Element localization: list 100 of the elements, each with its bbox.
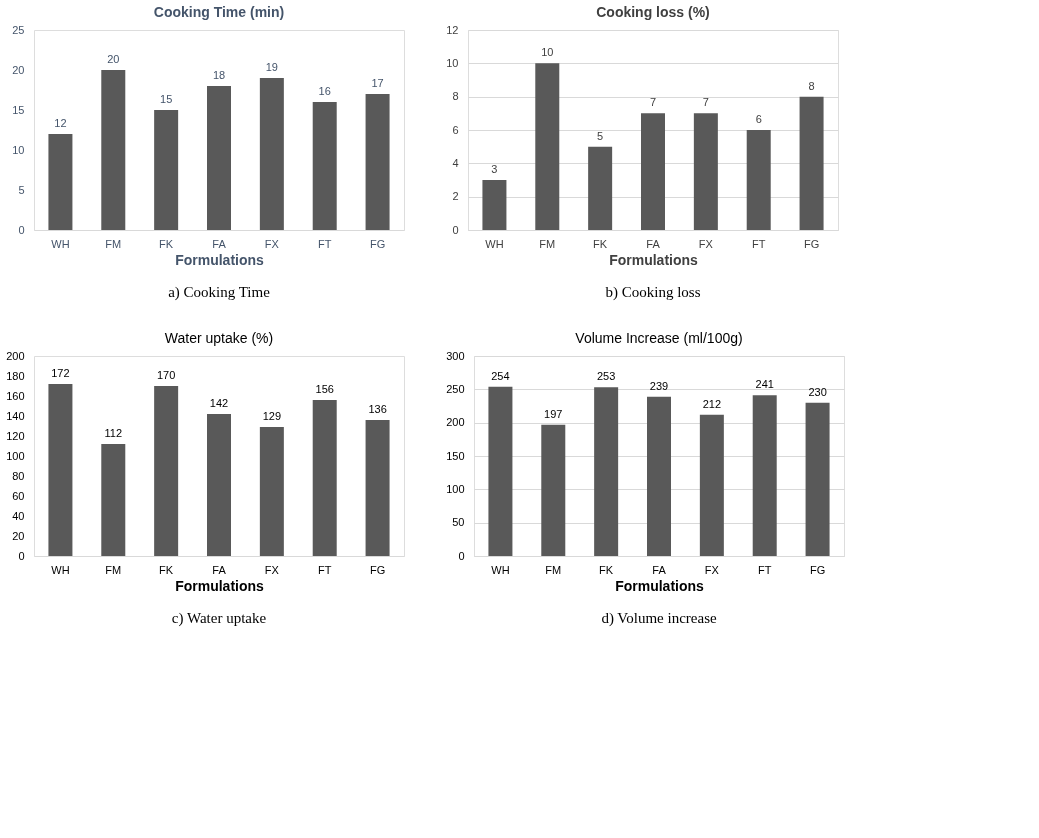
y-tick-label: 100 bbox=[446, 482, 465, 495]
bar bbox=[541, 424, 566, 556]
y-tick-label: 15 bbox=[12, 103, 25, 116]
y-tick-label: 0 bbox=[452, 223, 459, 236]
y-tick-label: 300 bbox=[446, 349, 465, 362]
x-tick-label: FA bbox=[212, 563, 227, 576]
y-tick-label: 6 bbox=[452, 123, 459, 136]
data-label: 253 bbox=[596, 370, 616, 383]
data-label: 17 bbox=[371, 77, 384, 89]
data-label: 20 bbox=[107, 53, 120, 65]
data-label: 212 bbox=[702, 397, 722, 410]
bar bbox=[207, 414, 231, 556]
bar bbox=[752, 395, 777, 556]
x-tick-label: FK bbox=[159, 237, 174, 250]
bar bbox=[154, 386, 179, 556]
y-tick-label: 12 bbox=[446, 23, 459, 36]
text: d) Volume increase bbox=[601, 610, 717, 627]
bar bbox=[101, 70, 126, 230]
y-tick-label: 80 bbox=[12, 469, 25, 482]
data-label: 254 bbox=[491, 369, 510, 382]
data-label: 156 bbox=[315, 383, 334, 395]
x-tick-label: FT bbox=[317, 563, 332, 576]
data-label: 129 bbox=[262, 410, 282, 422]
data-label: 7 bbox=[702, 96, 709, 109]
data-label: 170 bbox=[156, 369, 176, 381]
x-tick-label: FX bbox=[698, 237, 714, 250]
y-tick-label: 0 bbox=[458, 549, 465, 562]
x-tick-label: FM bbox=[105, 563, 122, 576]
x-axis-title: Formulations bbox=[175, 577, 265, 594]
y-tick-label: 160 bbox=[6, 389, 25, 402]
data-label: 230 bbox=[808, 385, 827, 398]
bar bbox=[48, 384, 73, 556]
x-tick-label: FT bbox=[317, 237, 332, 250]
bar bbox=[259, 427, 284, 556]
data-label: 239 bbox=[649, 379, 669, 392]
bar bbox=[693, 113, 718, 230]
bar bbox=[799, 96, 824, 230]
y-tick-label: 50 bbox=[452, 516, 465, 529]
y-tick-label: 140 bbox=[6, 409, 25, 422]
bar bbox=[365, 420, 390, 556]
data-label: 19 bbox=[265, 61, 278, 73]
bar bbox=[699, 414, 724, 556]
y-tick-label: 0 bbox=[18, 549, 25, 562]
y-tick-label: 100 bbox=[6, 449, 25, 462]
data-label: 12 bbox=[54, 117, 67, 129]
x-tick-label: FG bbox=[809, 563, 826, 576]
x-axis-title: Formulations bbox=[615, 577, 705, 594]
y-tick-label: 10 bbox=[12, 143, 25, 156]
chart-title: Cooking Time (min) bbox=[153, 4, 285, 20]
data-label: 5 bbox=[597, 129, 604, 142]
y-tick-label: 5 bbox=[18, 183, 25, 196]
bar bbox=[207, 86, 231, 230]
y-tick-label: 10 bbox=[446, 56, 459, 69]
x-tick-label: FX bbox=[704, 563, 720, 576]
x-tick-label: FA bbox=[652, 563, 667, 576]
bar bbox=[154, 110, 179, 230]
x-tick-label: WH bbox=[51, 237, 70, 250]
y-tick-label: 2 bbox=[452, 190, 459, 203]
y-tick-label: 60 bbox=[12, 489, 25, 502]
y-tick-label: 8 bbox=[452, 90, 459, 103]
y-tick-label: 4 bbox=[452, 156, 459, 169]
y-tick-label: 200 bbox=[6, 349, 25, 362]
data-label: 15 bbox=[160, 93, 173, 105]
x-axis-title: Formulations bbox=[609, 251, 699, 268]
data-label: 6 bbox=[755, 113, 762, 125]
x-tick-label: WH bbox=[51, 563, 70, 576]
x-tick-label: FX bbox=[264, 237, 280, 250]
x-axis-title: Formulations bbox=[175, 251, 265, 268]
bar bbox=[259, 78, 284, 230]
text: a) Cooking Time bbox=[168, 284, 271, 301]
chart-title: Cooking loss (%) bbox=[596, 4, 710, 20]
x-tick-label: FA bbox=[212, 237, 227, 250]
y-tick-label: 20 bbox=[12, 63, 25, 76]
bar bbox=[641, 113, 665, 230]
bar bbox=[48, 134, 73, 230]
bar bbox=[312, 102, 337, 230]
x-tick-label: FK bbox=[593, 237, 608, 250]
text: b) Cooking loss bbox=[605, 284, 701, 301]
bar bbox=[488, 386, 513, 556]
data-label: 136 bbox=[368, 403, 387, 415]
data-label: 3 bbox=[491, 163, 498, 175]
bar bbox=[101, 444, 126, 556]
bar bbox=[594, 387, 619, 556]
x-tick-label: FM bbox=[105, 237, 122, 250]
y-tick-label: 120 bbox=[6, 429, 25, 442]
data-label: 112 bbox=[104, 427, 123, 439]
data-label: 10 bbox=[541, 46, 554, 59]
bar bbox=[805, 402, 830, 556]
x-tick-label: FG bbox=[369, 563, 386, 576]
y-tick-label: 200 bbox=[446, 416, 465, 429]
bar bbox=[746, 130, 771, 230]
x-tick-label: FG bbox=[803, 237, 820, 250]
bar bbox=[647, 396, 671, 556]
bar bbox=[365, 94, 390, 230]
data-label: 8 bbox=[808, 79, 815, 92]
data-label: 172 bbox=[51, 367, 70, 379]
x-tick-label: FT bbox=[757, 563, 772, 576]
x-tick-label: FT bbox=[751, 237, 766, 250]
chart-title: Volume Increase (ml/100g) bbox=[575, 330, 743, 346]
x-tick-label: WH bbox=[491, 563, 510, 576]
